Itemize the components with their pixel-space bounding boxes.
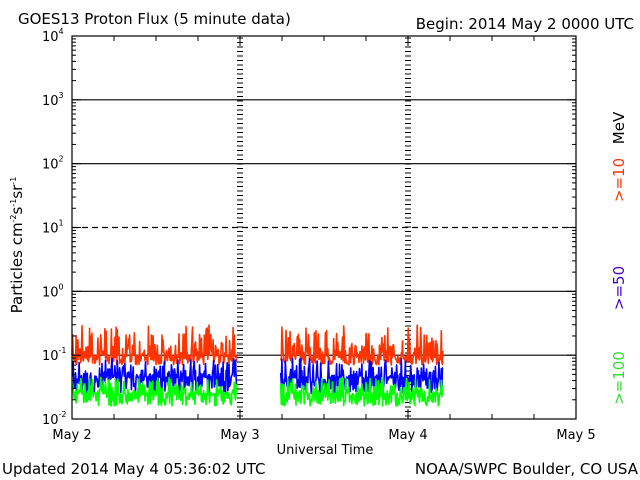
y-axis-label: Particles cm-2s-1sr-1 xyxy=(8,177,26,314)
y-tick-label: 102 xyxy=(42,155,64,173)
y-tick-label: 10-2 xyxy=(42,410,67,428)
x-tick-label: May 2 xyxy=(52,428,91,443)
y-tick-label: 104 xyxy=(42,27,64,45)
series-line-2 xyxy=(71,357,444,395)
series-line-1 xyxy=(71,324,444,366)
legend-entry: MeV xyxy=(610,111,628,144)
plot-area xyxy=(71,37,576,417)
updated-timestamp: Updated 2014 May 4 05:36:02 UTC xyxy=(2,460,266,478)
legend-label: >=50 xyxy=(610,266,628,310)
y-tick-label: 100 xyxy=(42,282,64,300)
x-tick-label: May 4 xyxy=(388,428,427,443)
y-tick-label: 101 xyxy=(42,219,64,237)
y-tick-label: 103 xyxy=(42,91,64,109)
legend: >=10 MeV >=50 >=100 xyxy=(610,111,628,405)
y-tick-label: 10-1 xyxy=(42,346,67,364)
legend-entry: >=100 xyxy=(610,351,628,405)
series-line-3 xyxy=(71,376,444,407)
x-axis-label: Universal Time xyxy=(277,443,374,458)
chart-title: GOES13 Proton Flux (5 minute data) xyxy=(18,10,291,28)
begin-time: Begin: 2014 May 2 0000 UTC xyxy=(416,15,634,33)
svg-text:Particles cm-2s-1sr-1: Particles cm-2s-1sr-1 xyxy=(8,177,26,314)
data-source: NOAA/SWPC Boulder, CO USA xyxy=(415,460,639,478)
legend-label: MeV xyxy=(610,111,628,144)
legend-entry: >=50 xyxy=(610,266,628,310)
legend-label: >=100 xyxy=(610,351,628,405)
x-tick-label: May 3 xyxy=(220,428,259,443)
legend-entry: >=10 xyxy=(610,158,628,202)
x-tick-label: May 5 xyxy=(556,428,595,443)
legend-label: >=10 xyxy=(610,158,628,202)
